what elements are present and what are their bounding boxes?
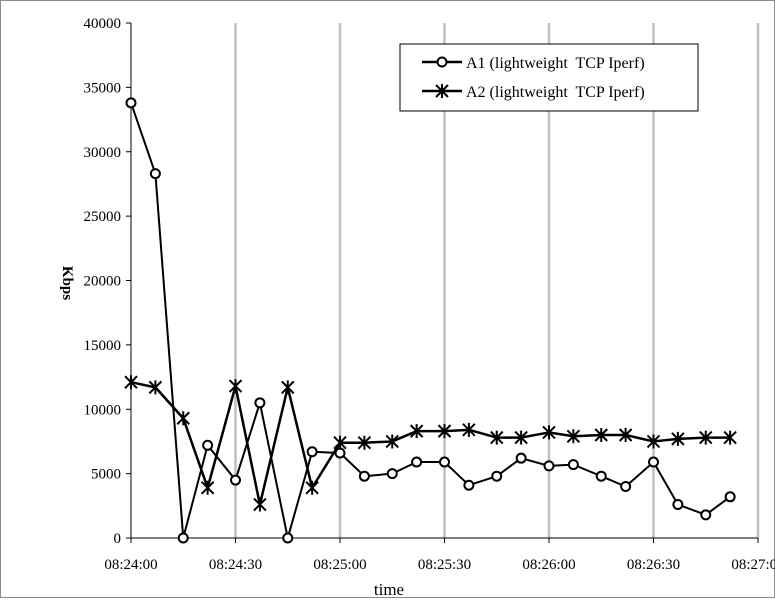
- data-point-star: [566, 429, 581, 444]
- data-point-circle: [358, 470, 370, 482]
- y-tick-label: 20000: [84, 274, 122, 290]
- legend-label: A2 (lightweight TCP Iperf): [466, 84, 645, 101]
- y-tick-label: 15000: [84, 338, 122, 354]
- data-point-star: [124, 375, 138, 390]
- data-point-star: [542, 425, 556, 440]
- series-2: [124, 375, 737, 512]
- x-tick-label: 08:25:30: [418, 557, 471, 573]
- data-point-star: [490, 430, 504, 445]
- x-tick-label: 08:26:30: [627, 557, 680, 573]
- data-point-circle: [282, 532, 294, 544]
- data-point-circle: [177, 532, 189, 544]
- data-point-star: [148, 380, 163, 395]
- data-point-circle: [306, 446, 318, 458]
- data-point-circle: [700, 509, 712, 521]
- data-point-circle: [648, 456, 659, 468]
- data-point-star: [514, 430, 528, 445]
- data-point-circle: [411, 456, 423, 468]
- x-tick-label: 08:25:00: [313, 557, 366, 573]
- data-point-circle: [672, 499, 684, 511]
- data-point-star: [200, 480, 215, 495]
- series-line-2: [130, 380, 731, 506]
- series-1: [125, 97, 736, 544]
- data-point-circle: [386, 468, 398, 480]
- data-point-star: [228, 379, 243, 394]
- data-point-star: [305, 480, 319, 495]
- y-tick-label: 5000: [91, 467, 121, 483]
- data-point-star: [357, 435, 372, 450]
- data-point-circle: [491, 470, 503, 482]
- y-tick-label: 10000: [84, 402, 122, 418]
- data-point-star: [385, 434, 399, 449]
- data-point-star: [437, 424, 452, 439]
- data-point-circle: [595, 470, 607, 482]
- data-point-star: [594, 428, 608, 442]
- data-point-star: [281, 380, 295, 395]
- legend-label: A1 (lightweight TCP Iperf): [466, 55, 645, 72]
- y-tick-label: 0: [114, 531, 122, 547]
- x-tick-label: 08:26:00: [522, 557, 575, 573]
- data-point-circle: [463, 479, 475, 491]
- data-point-circle: [620, 481, 632, 492]
- data-point-star: [176, 411, 190, 426]
- data-point-star: [333, 435, 347, 450]
- data-point-circle: [230, 474, 241, 486]
- y-tick-label: 35000: [84, 80, 122, 96]
- data-point-star: [618, 428, 633, 442]
- data-point-circle: [515, 452, 527, 464]
- data-point-star: [699, 430, 713, 445]
- x-tick-label: 08:24:30: [209, 557, 262, 573]
- data-point-star: [723, 430, 737, 445]
- y-tick-label: 30000: [84, 145, 122, 161]
- data-point-circle: [202, 439, 214, 451]
- y-tick-label: 25000: [84, 209, 122, 225]
- data-point-star: [671, 431, 685, 446]
- data-point-star: [409, 424, 424, 439]
- data-point-star: [462, 422, 476, 437]
- data-point-circle: [125, 97, 137, 109]
- legend-box: [399, 43, 699, 112]
- data-point-circle: [254, 397, 266, 409]
- data-point-circle: [436, 56, 448, 68]
- series-line-1: [130, 102, 731, 539]
- y-axis-label: Kbps: [59, 266, 75, 300]
- data-point-circle: [567, 459, 579, 471]
- x-tick-label: 08:27:00: [731, 557, 775, 573]
- data-point-circle: [724, 491, 736, 503]
- x-tick-label: 08:24:00: [104, 557, 157, 573]
- data-point-circle: [439, 456, 450, 468]
- data-point-star: [435, 84, 449, 98]
- data-point-circle: [149, 168, 161, 180]
- x-axis-label: time: [374, 580, 404, 598]
- data-point-circle: [543, 460, 555, 472]
- y-tick-label: 40000: [84, 16, 122, 32]
- data-point-star: [253, 497, 267, 512]
- data-point-star: [646, 434, 661, 449]
